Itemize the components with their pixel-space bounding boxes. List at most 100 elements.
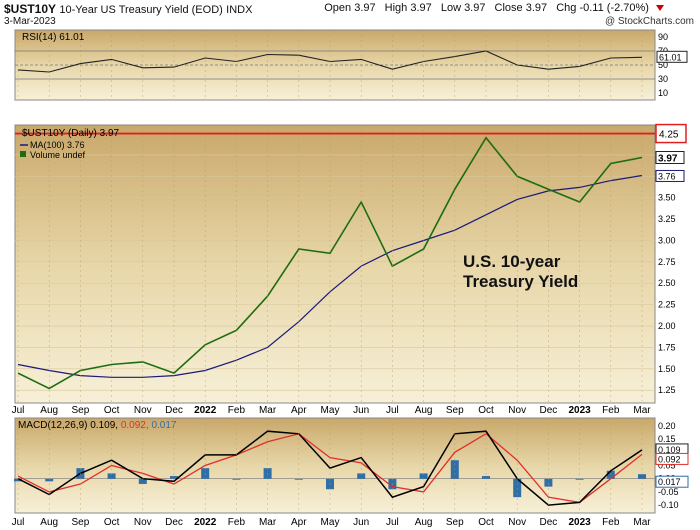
rsi-tick-label: 30 — [658, 74, 668, 84]
month-label-top: Sep — [72, 405, 90, 416]
macd-histogram-bar — [107, 473, 116, 479]
month-label-top: Aug — [40, 405, 58, 416]
month-label-top: May — [321, 405, 340, 416]
rsi-tick-label: 10 — [658, 88, 668, 98]
month-label-bottom: Dec — [165, 517, 183, 528]
macd-title: MACD(12,26,9) 0.109, 0.092, 0.017 — [18, 420, 177, 431]
month-label-bottom: Nov — [134, 517, 152, 528]
macd-histogram-bar — [357, 473, 366, 479]
macd-histogram-bar — [544, 478, 553, 487]
month-label-top: Sep — [446, 405, 464, 416]
annotation-text: U.S. 10-year Treasury Yield — [463, 252, 579, 291]
month-label-top: Dec — [165, 405, 183, 416]
macd-tick-label: 0.05 — [658, 461, 676, 471]
down-arrow-icon — [656, 5, 664, 12]
month-label-bottom: Jul — [386, 517, 399, 528]
macd-tick-label: -0.05 — [658, 487, 679, 497]
rsi-tick-label: 50 — [658, 60, 668, 70]
month-label-bottom: Oct — [104, 517, 120, 528]
price-stats: Open 3.97 High 3.97 Low 3.97 Close 3.97 … — [318, 2, 664, 14]
resistance-label-box — [655, 123, 687, 144]
macd-histogram-bar — [14, 478, 22, 482]
month-label-top: Mar — [259, 405, 277, 416]
month-label-top: Nov — [508, 405, 526, 416]
rsi-last-value: 61.01 — [659, 52, 682, 62]
signal-line — [17, 433, 643, 504]
axes-layer: Jul Jul Aug Aug Sep Sep Oct Oct Nov Nov Dec Dec 2022… — [12, 30, 651, 528]
month-label-top: 2022 — [194, 405, 217, 416]
month-label-bottom: Oct — [478, 517, 494, 528]
month-label-bottom: Apr — [291, 517, 307, 528]
volume-legend-swatch — [20, 151, 26, 157]
macd-tick-label: 0.20 — [658, 421, 676, 431]
last-price-box — [655, 151, 685, 165]
month-label-bottom: Feb — [228, 517, 246, 528]
volume-legend-label: Volume undef — [30, 150, 86, 160]
month-label-top: Oct — [104, 405, 120, 416]
signal-last-label: 0.092 — [658, 454, 681, 464]
exchange: INDX — [226, 4, 253, 16]
macd-last-label: 0.109 — [658, 445, 681, 455]
price-tick-label: 3.50 — [658, 193, 676, 203]
month-label-top: 2023 — [568, 405, 591, 416]
rsi-last-value-box — [656, 50, 688, 63]
stat-close: Close 3.97 — [494, 2, 548, 14]
month-label-bottom: Nov — [508, 517, 526, 528]
price-title: $UST10Y (Daily) 3.97 — [22, 128, 120, 139]
price-tick-label: 2.00 — [658, 321, 676, 331]
month-label-bottom: Jul — [12, 517, 25, 528]
ma-legend-label: MA(100) 3.76 — [30, 140, 85, 150]
month-label-bottom: Feb — [602, 517, 620, 528]
histogram-value-label: 0.017 — [151, 420, 176, 431]
month-label-bottom: Sep — [446, 517, 464, 528]
signal-last-box — [655, 452, 689, 465]
month-label-bottom: Dec — [540, 517, 558, 528]
watermark: @ StockCharts.com — [604, 16, 694, 27]
chart-date: 3-Mar-2023 — [4, 16, 56, 27]
stat-open: Open 3.97 — [324, 2, 376, 14]
month-label-top: Jul — [386, 405, 399, 416]
price-line — [17, 136, 643, 390]
price-tick-label: 1.75 — [658, 342, 676, 352]
month-label-top: Feb — [602, 405, 620, 416]
rsi-title: RSI(14) 61.01 — [22, 32, 85, 43]
symbol: $UST10Y — [4, 2, 57, 16]
month-label-bottom: Aug — [415, 517, 433, 528]
symbol-name: 10-Year US Treasury Yield (EOD) — [59, 4, 223, 16]
month-label-top: Mar — [633, 405, 651, 416]
price-tick-label: 3.00 — [658, 235, 676, 245]
month-label-top: Dec — [540, 405, 558, 416]
price-tick-label: 2.75 — [658, 257, 676, 267]
price-layer: 1.25 1.50 1.75 2.00 2.25 2.50 2.75 3.00 3.25 3.50… — [15, 123, 687, 395]
macd-histogram-bar — [138, 478, 147, 484]
price-tick-label: 1.25 — [658, 385, 676, 395]
stat-high: High 3.97 — [384, 2, 432, 14]
month-label-bottom: Mar — [633, 517, 651, 528]
signal-value-label: 0.092, — [121, 420, 152, 431]
macd-tick-label: 0.15 — [658, 434, 676, 444]
stat-change: Chg -0.11 (-2.70%) — [556, 2, 649, 14]
last-price-label: 3.97 — [658, 154, 678, 165]
month-label-top: Oct — [478, 405, 494, 416]
month-label-top: Jul — [12, 405, 25, 416]
month-label-bottom: 2022 — [194, 517, 217, 528]
macd-histogram-bar — [638, 474, 646, 479]
macd-histogram-bar — [419, 473, 428, 479]
rsi-tick-label: 90 — [658, 32, 668, 42]
price-tick-label: 2.50 — [658, 278, 676, 288]
month-label-top: Feb — [228, 405, 246, 416]
price-tick-label: 1.50 — [658, 364, 676, 374]
month-label-top: Aug — [415, 405, 433, 416]
macd-histogram-bar — [482, 476, 490, 479]
macd-value-label: 0.109, — [90, 420, 121, 431]
stat-low: Low 3.97 — [440, 2, 486, 14]
month-label-bottom: Jun — [353, 517, 369, 528]
month-label-bottom: Mar — [259, 517, 277, 528]
last-ma-label: 3.76 — [658, 171, 676, 181]
macd-histogram-bar — [513, 478, 522, 498]
macd-histogram-bar — [45, 478, 54, 482]
price-tick-label: 3.25 — [658, 214, 676, 224]
macd-tick-label: -0.10 — [658, 500, 679, 510]
resistance-label: 4.25 — [659, 130, 679, 141]
